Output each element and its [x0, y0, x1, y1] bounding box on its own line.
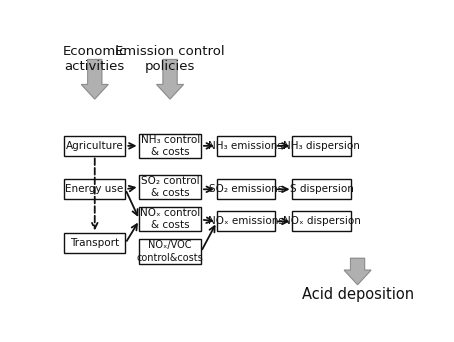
FancyBboxPatch shape	[217, 211, 275, 231]
Polygon shape	[81, 60, 108, 99]
Text: Acid deposition: Acid deposition	[301, 287, 414, 302]
Text: NOₓ control
& costs: NOₓ control & costs	[140, 208, 200, 230]
Text: Energy use: Energy use	[65, 184, 123, 194]
Text: Transport: Transport	[70, 238, 119, 248]
Text: SO₂ emissions: SO₂ emissions	[209, 184, 283, 194]
FancyBboxPatch shape	[64, 179, 125, 199]
Text: Agriculture: Agriculture	[66, 141, 123, 151]
Text: NH₃ emissions: NH₃ emissions	[208, 141, 283, 151]
Text: NOₓ dispersion: NOₓ dispersion	[282, 216, 360, 226]
Polygon shape	[344, 258, 371, 285]
FancyBboxPatch shape	[217, 179, 275, 199]
FancyBboxPatch shape	[139, 207, 201, 231]
FancyBboxPatch shape	[139, 134, 201, 158]
Text: S dispersion: S dispersion	[290, 184, 354, 194]
Text: Emission control
policies: Emission control policies	[115, 45, 225, 73]
FancyBboxPatch shape	[217, 136, 275, 156]
Text: SO₂ control
& costs: SO₂ control & costs	[141, 176, 200, 198]
Text: NOₓ/VOC
control&costs: NOₓ/VOC control&costs	[137, 240, 203, 263]
FancyBboxPatch shape	[139, 239, 201, 264]
FancyBboxPatch shape	[292, 136, 350, 156]
Text: NOₓ emissions: NOₓ emissions	[208, 216, 284, 226]
FancyBboxPatch shape	[292, 211, 350, 231]
FancyBboxPatch shape	[64, 136, 125, 156]
FancyBboxPatch shape	[64, 233, 125, 253]
Text: Economic
activities: Economic activities	[63, 45, 127, 73]
Text: NH₃ dispersion: NH₃ dispersion	[283, 141, 360, 151]
FancyBboxPatch shape	[139, 175, 201, 199]
Polygon shape	[157, 60, 183, 99]
FancyBboxPatch shape	[292, 179, 350, 199]
Text: NH₃ control
& costs: NH₃ control & costs	[141, 135, 200, 157]
